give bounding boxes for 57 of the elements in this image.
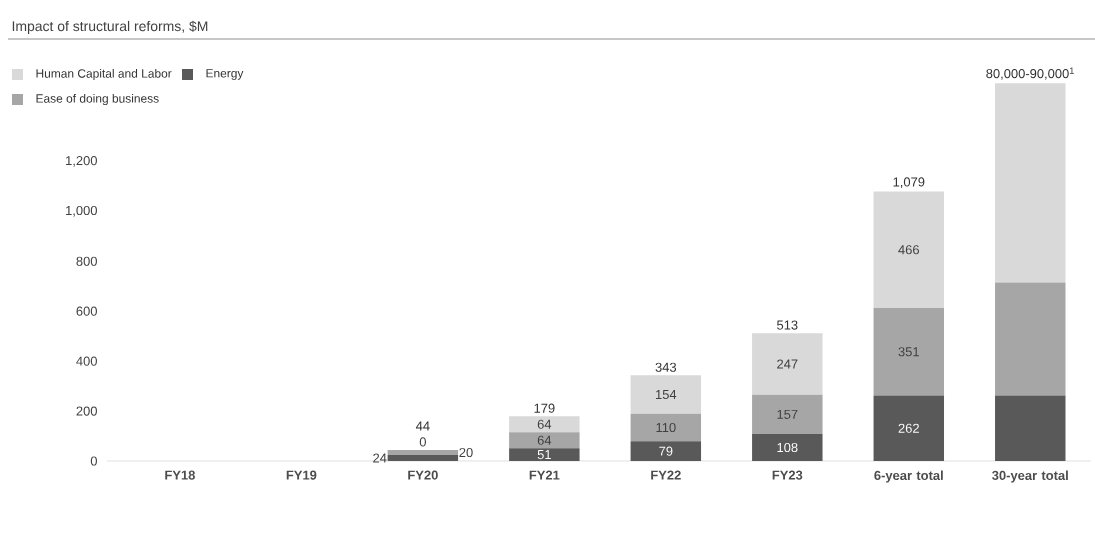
- data-label: 157: [777, 409, 798, 419]
- data-label: 110: [656, 422, 676, 433]
- total-label: 80,000-90,000$^{1}$: [986, 67, 1074, 80]
- data-label: 108: [777, 442, 798, 453]
- bar: [630, 441, 702, 461]
- y-tick-label: 400: [76, 356, 97, 366]
- bar: [509, 448, 580, 461]
- data-label: 154: [656, 390, 677, 400]
- total-label: 179: [534, 403, 555, 413]
- bar: [995, 282, 1066, 396]
- data-label: 466: [898, 245, 920, 255]
- y-tick-label: 800: [76, 256, 97, 266]
- data-label: 24: [373, 453, 387, 463]
- bar: [387, 454, 459, 461]
- bar: [509, 416, 580, 433]
- bar: [387, 450, 459, 455]
- data-label: 0: [419, 437, 426, 447]
- bar: [995, 83, 1066, 283]
- data-label: 64: [537, 419, 552, 429]
- chart-title: Impact of structural reforms, $M: [12, 20, 208, 34]
- total-label: 343: [655, 362, 677, 372]
- bar: [630, 413, 702, 442]
- bar: [752, 394, 823, 435]
- data-label: 79: [659, 446, 673, 456]
- y-tick-label: 600: [76, 306, 97, 316]
- y-tick-label: 200: [76, 406, 97, 416]
- bar: [873, 307, 945, 396]
- bar: [630, 375, 702, 414]
- bar: [752, 333, 823, 395]
- bar: [873, 191, 945, 308]
- bar: [995, 395, 1066, 461]
- bar: [509, 432, 580, 449]
- x-tick-label: 6-year total: [874, 470, 943, 483]
- data-label: 20: [459, 447, 473, 458]
- x-tick-label: FY22: [651, 470, 681, 480]
- total-label: 513: [777, 320, 798, 330]
- legend-label: Human Capital and Labor: [36, 68, 172, 81]
- x-tick-label: FY18: [165, 470, 195, 480]
- y-tick-label: 1,000: [66, 205, 97, 217]
- data-label: 351: [898, 347, 919, 357]
- x-tick-label: FY21: [529, 470, 560, 480]
- total-label: 1,079: [893, 177, 925, 189]
- legend-label: Ease of doing business: [36, 93, 159, 106]
- y-tick-label: 1,200: [66, 156, 97, 167]
- bar: [873, 395, 945, 461]
- data-label: 64: [537, 435, 552, 445]
- data-label: 262: [898, 423, 919, 433]
- y-tick-label: 0: [90, 456, 97, 466]
- legend-label: Energy: [206, 69, 244, 80]
- total-label: 44: [415, 421, 430, 431]
- data-label: 247: [777, 359, 798, 369]
- x-tick-label: 30-year total: [992, 470, 1068, 483]
- x-tick-label: FY19: [286, 470, 317, 480]
- data-label: 51: [537, 450, 551, 460]
- bar: [752, 434, 823, 461]
- x-tick-label: FY23: [772, 470, 803, 480]
- x-tick-label: FY20: [408, 470, 438, 480]
